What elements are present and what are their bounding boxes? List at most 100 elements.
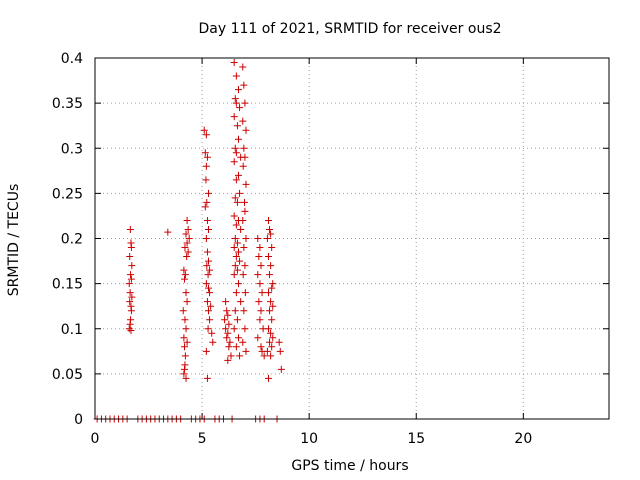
data-point (266, 338, 274, 346)
data-point (204, 271, 212, 279)
data-point (209, 338, 217, 346)
data-point (201, 203, 209, 211)
data-point (126, 298, 134, 306)
data-point (241, 262, 249, 270)
data-point (240, 81, 248, 89)
data-point (183, 338, 191, 346)
data-point (231, 95, 239, 103)
data-point (257, 343, 265, 351)
data-point (232, 253, 240, 261)
data-point (277, 365, 285, 373)
data-point (182, 374, 190, 382)
data-point (269, 280, 277, 288)
x-tick-label: 5 (198, 431, 207, 447)
data-point (255, 253, 263, 261)
data-point (203, 262, 211, 270)
data-point (264, 325, 272, 333)
data-point (256, 316, 264, 324)
data-point (260, 352, 268, 360)
data-point (203, 248, 211, 256)
data-point (268, 316, 276, 324)
data-point (266, 225, 274, 233)
data-point (225, 343, 233, 351)
data-point (233, 198, 241, 206)
y-tick-label: 0.35 (52, 96, 83, 112)
data-point (181, 271, 189, 279)
data-point (181, 343, 189, 351)
data-point (234, 334, 242, 342)
data-point (232, 149, 240, 157)
data-point (256, 280, 264, 288)
data-point (234, 171, 242, 179)
data-point (181, 244, 189, 252)
data-point (125, 325, 133, 333)
data-point (230, 113, 238, 121)
data-point (267, 329, 275, 337)
data-point (126, 289, 134, 297)
data-point (231, 194, 239, 202)
data-point (255, 298, 263, 306)
data-point (183, 253, 191, 261)
data-point (127, 327, 135, 335)
data-point (268, 284, 276, 292)
data-point (276, 347, 284, 355)
data-point (236, 189, 244, 197)
data-point (242, 126, 250, 134)
data-point (230, 271, 238, 279)
data-point (224, 311, 232, 319)
data-point (181, 365, 189, 373)
data-point (125, 280, 133, 288)
data-point (231, 144, 239, 152)
y-tick-label: 0.3 (61, 141, 83, 157)
data-point (206, 266, 214, 274)
data-point (257, 262, 265, 270)
data-point (205, 225, 213, 233)
data-point (275, 338, 283, 346)
data-point (230, 325, 238, 333)
data-point (241, 153, 249, 161)
data-point (241, 289, 249, 297)
data-point (232, 343, 240, 351)
data-point (226, 338, 234, 346)
data-point (202, 235, 210, 242)
data-point (267, 352, 275, 360)
data-point (264, 216, 272, 224)
y-tick-label: 0.4 (61, 51, 83, 67)
data-point (234, 86, 242, 94)
data-point (183, 216, 191, 224)
data-point (221, 316, 229, 324)
data-point (126, 320, 134, 328)
data-point (181, 352, 189, 360)
data-point (240, 144, 248, 152)
data-point (267, 230, 275, 238)
data-point (231, 307, 239, 315)
data-point (184, 248, 192, 256)
data-point (207, 302, 215, 310)
data-point (233, 239, 241, 247)
data-point (203, 216, 211, 224)
data-point (264, 289, 272, 297)
data-point (202, 280, 210, 288)
data-point (222, 325, 230, 333)
data-point (239, 338, 247, 346)
data-point (236, 257, 244, 265)
data-point (268, 343, 276, 351)
data-point (242, 180, 250, 188)
data-point (233, 122, 241, 130)
data-point (204, 325, 212, 333)
data-point (205, 307, 213, 315)
data-point (225, 320, 233, 328)
data-point (239, 162, 247, 170)
data-point (232, 221, 240, 229)
data-point (240, 307, 248, 315)
data-point (180, 334, 188, 342)
data-point (240, 198, 248, 206)
y-tick-label: 0.15 (52, 277, 83, 293)
data-point (127, 244, 135, 252)
data-point (254, 271, 262, 279)
data-point (200, 126, 208, 134)
data-point (182, 289, 190, 297)
data-point (202, 162, 210, 170)
data-point (236, 104, 244, 112)
